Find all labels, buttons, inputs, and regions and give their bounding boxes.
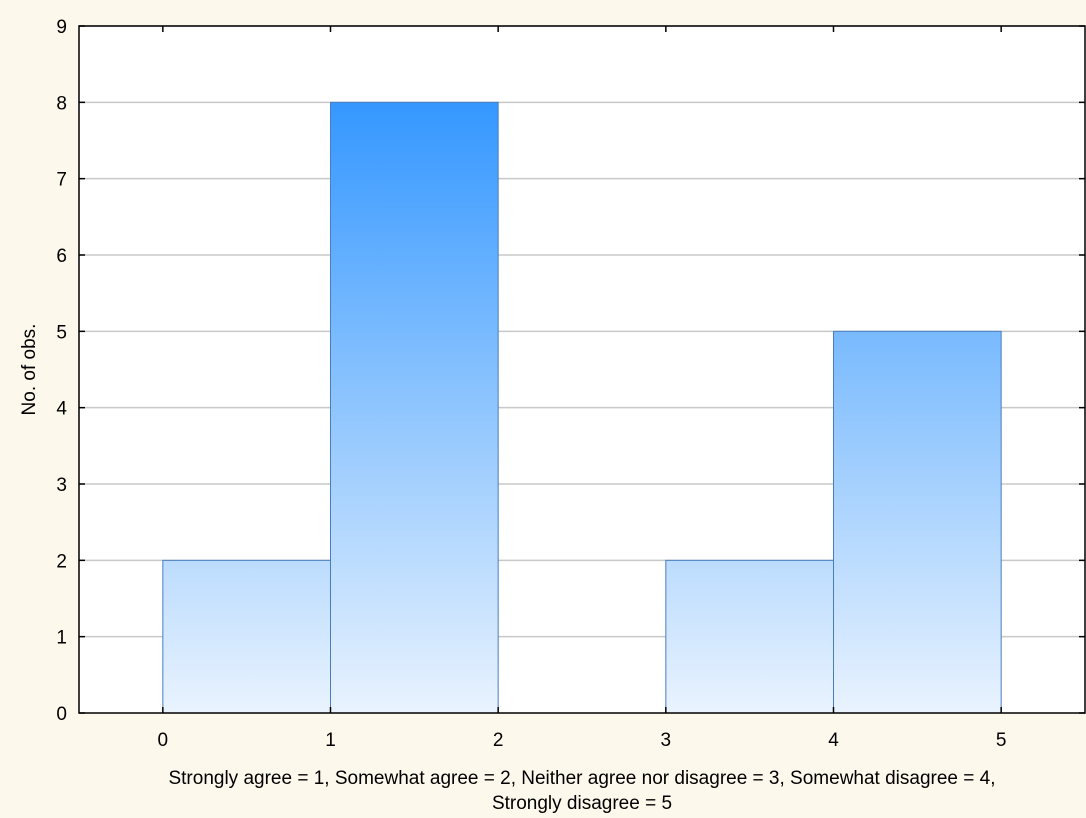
x-tick-label: 0 (158, 730, 169, 751)
x-tick-label: 5 (996, 730, 1007, 751)
bar-4-5 (833, 330, 1002, 714)
y-tick-label: 1 (56, 628, 67, 649)
y-tick-label: 4 (56, 399, 67, 420)
y-tick-label: 3 (56, 475, 67, 496)
bar-1-2 (330, 101, 499, 714)
x-tick-label: 2 (493, 730, 504, 751)
x-tick-label: 3 (661, 730, 672, 751)
axes (78, 25, 1086, 714)
y-tick-label: 6 (56, 246, 67, 267)
x-tick-label: 1 (325, 730, 336, 751)
bar-0-1 (162, 559, 331, 714)
tick-labels: 0 1 2 3 4 5 6 7 8 9 0 1 2 3 4 5 (56, 17, 1006, 751)
y-tick-label: 7 (56, 170, 67, 191)
bars (162, 101, 1002, 714)
y-axis-label: No. of obs. (19, 324, 40, 416)
y-tick-label: 8 (56, 93, 67, 114)
plot-frame (78, 25, 1086, 714)
x-axis-label-line-1: Strongly agree = 1, Somewhat agree = 2, … (168, 768, 995, 789)
y-tick-label: 5 (56, 322, 67, 343)
bar-3-4 (665, 559, 834, 714)
y-tick-label: 0 (56, 704, 67, 725)
x-axis-label-line-2: Strongly disagree = 5 (492, 793, 672, 814)
x-tick-label: 4 (828, 730, 839, 751)
y-tick-label: 9 (56, 17, 67, 38)
y-tick-label: 2 (56, 551, 67, 572)
